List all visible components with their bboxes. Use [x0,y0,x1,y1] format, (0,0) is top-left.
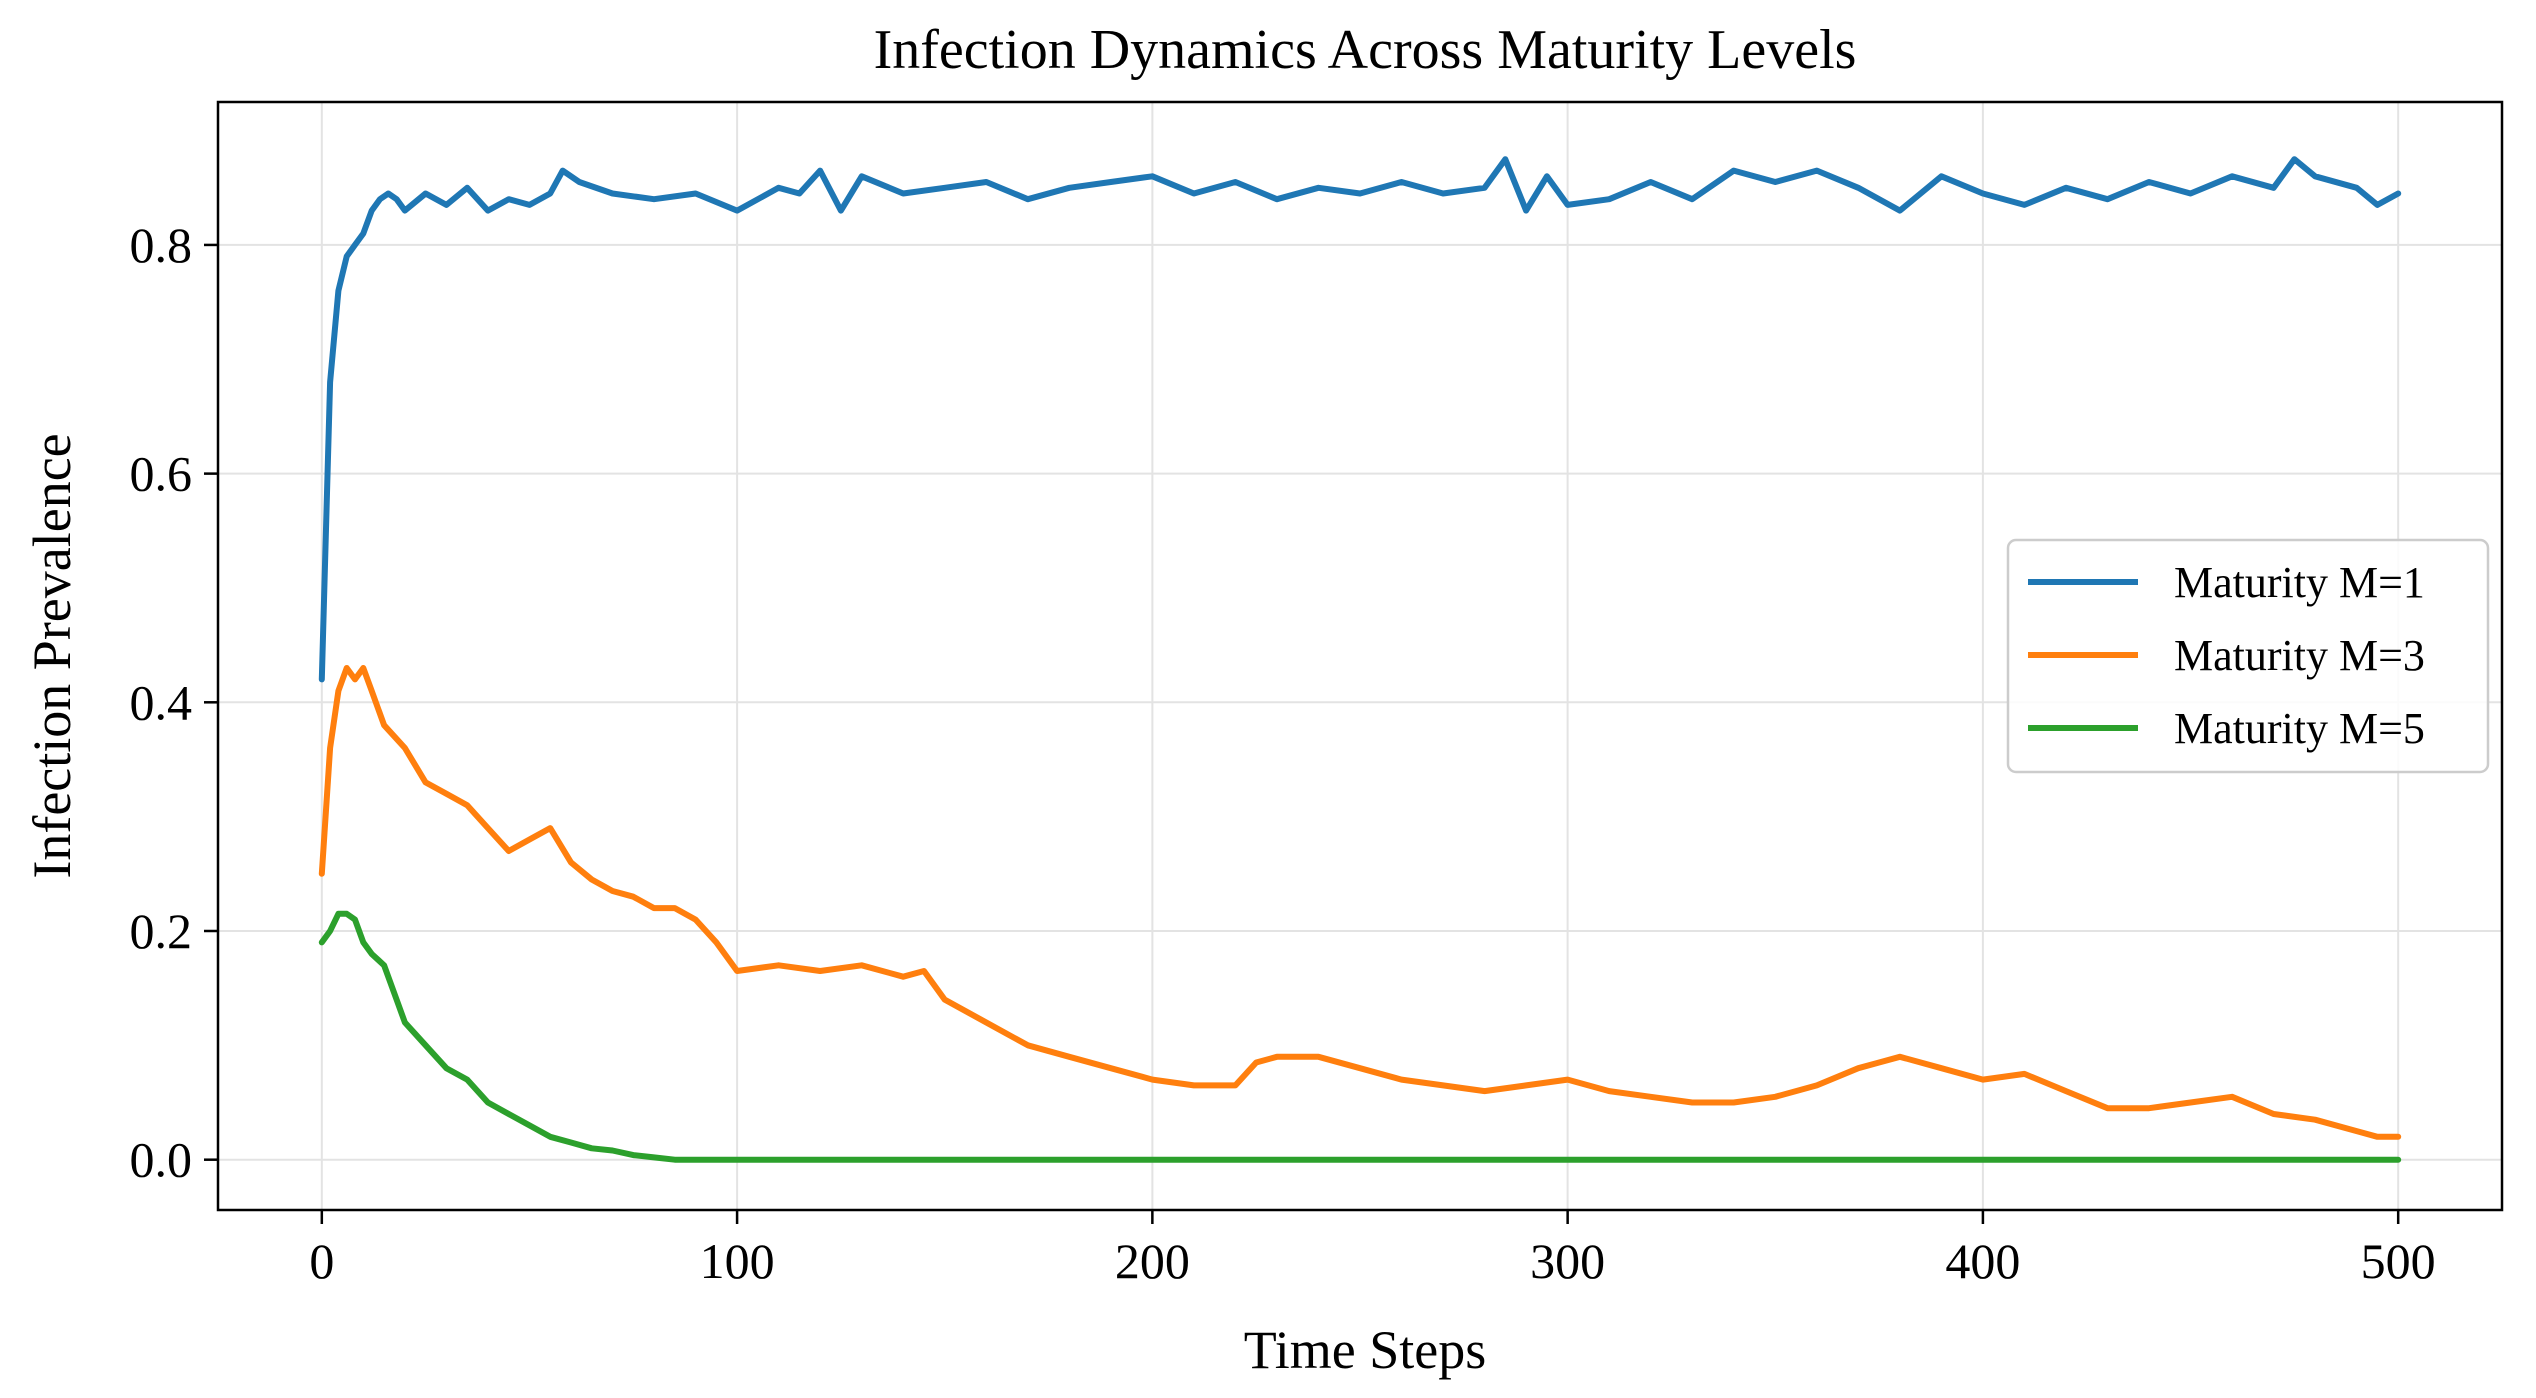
chart-title: Infection Dynamics Across Maturity Level… [874,19,1857,81]
legend-label: Maturity M=1 [2174,558,2425,607]
series-line-m1 [318,156,2402,683]
x-tick-label: 300 [1530,1233,1605,1289]
x-tick-label: 500 [2361,1233,2436,1289]
axis-ticks: 0 100 200 300 400 500 0.0 0.2 0.4 0.6 0.8 [130,217,2436,1289]
x-tick-label: 400 [1945,1233,2020,1289]
legend-box [2006,538,2490,774]
y-axis-label: Infection Prevalence [22,433,82,878]
legend: Maturity M=1 Maturity M=3 Maturity M=5 [2006,538,2490,774]
x-tick-label: 100 [700,1233,775,1289]
y-tick-label: 0.0 [130,1132,193,1188]
x-axis-label: Time Steps [1244,1320,1487,1380]
plot-frame [216,100,2504,1212]
series-line-m5 [318,910,2402,1163]
legend-label: Maturity M=5 [2174,704,2425,753]
y-tick-label: 0.6 [130,446,193,502]
series-line-m3 [318,665,2402,1140]
x-tick-label: 0 [309,1233,334,1289]
x-tick-label: 200 [1115,1233,1190,1289]
series-layer [318,156,2402,1163]
y-tick-label: 0.8 [130,217,193,273]
legend-label: Maturity M=3 [2174,631,2425,680]
y-tick-label: 0.2 [130,903,193,959]
y-tick-label: 0.4 [130,674,193,730]
